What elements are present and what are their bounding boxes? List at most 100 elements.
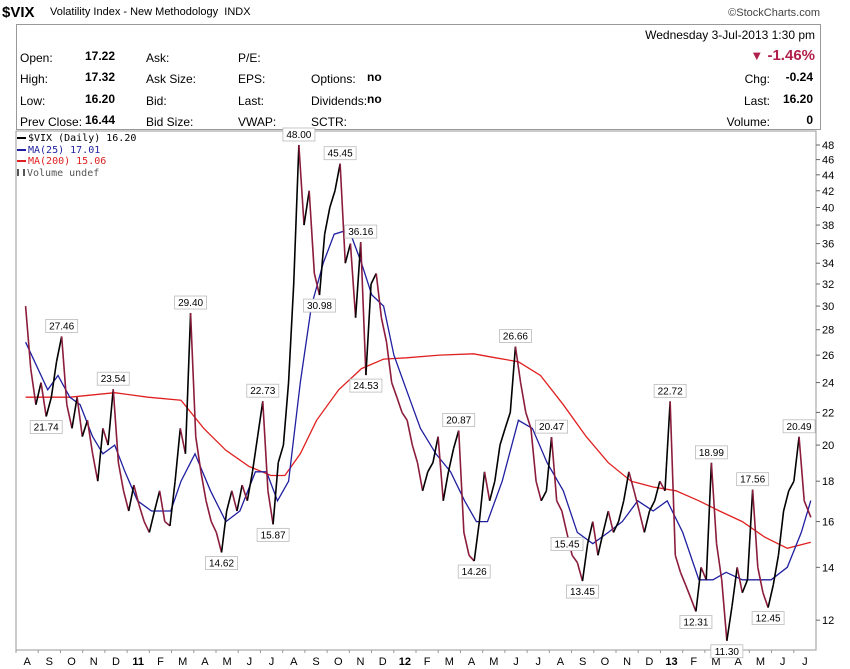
asksize-label: Ask Size: — [146, 72, 197, 86]
legend-item-price: $VIX (Daily) 16.20 — [17, 133, 136, 145]
price-segment — [385, 342, 393, 383]
value-annotation-box — [550, 537, 584, 551]
prevclose-value: 16.44 — [84, 113, 115, 127]
x-tick-label: M — [223, 656, 232, 668]
value-annotation-box — [535, 419, 568, 434]
price-segment — [380, 317, 388, 343]
value-annotation-box — [344, 224, 378, 239]
price-segment — [772, 555, 780, 586]
value-annotation-box — [349, 378, 383, 393]
price-segment — [225, 490, 233, 512]
price-segment — [349, 243, 357, 318]
x-tick-label: M — [489, 656, 498, 668]
x-tick-label: J — [247, 656, 253, 668]
price-segment — [669, 401, 677, 556]
price-segment — [354, 242, 362, 318]
price-segment — [494, 444, 501, 482]
y-tick-label: 34 — [822, 258, 834, 270]
y-tick-label: 22 — [822, 407, 834, 419]
change-percent: ▼ -1.46% — [750, 47, 815, 64]
quote-box — [16, 24, 821, 130]
value-annotation-box — [694, 445, 728, 460]
chg-value: -0.24 — [785, 70, 813, 84]
value-annotation-box — [282, 127, 316, 142]
pe-label: P/E: — [238, 51, 261, 65]
price-segment — [210, 521, 218, 533]
price-segment — [581, 543, 589, 582]
value-annotation-label: 45.45 — [328, 149, 353, 160]
x-tick-label: S — [312, 656, 319, 668]
x-tick-label: N — [356, 656, 364, 668]
price-segment — [231, 490, 238, 512]
price-segment — [427, 462, 434, 473]
price-segment — [133, 484, 140, 506]
price-segment — [318, 234, 326, 296]
value-annotation-box — [29, 420, 63, 434]
price-segment — [715, 543, 723, 580]
value-annotation-box — [246, 383, 280, 398]
options-value: no — [367, 70, 382, 84]
x-tick-label: F — [424, 656, 431, 668]
price-segment — [251, 436, 259, 472]
value-annotation-label: 14.26 — [462, 567, 487, 578]
low-label: Low: — [20, 94, 46, 108]
price-segment — [519, 382, 527, 413]
price-segment — [401, 411, 408, 421]
price-segment — [576, 562, 584, 582]
x-tick-label: A — [557, 656, 565, 668]
y-tick-label: 18 — [822, 476, 834, 488]
last-label: Last: — [238, 94, 265, 108]
price-segment — [514, 346, 522, 383]
x-tick-label: N — [623, 656, 631, 668]
price-segment — [602, 510, 610, 533]
value-annotation-label: 21.74 — [34, 422, 59, 433]
price-segment — [344, 243, 352, 264]
price-segment — [421, 471, 429, 492]
price-segment — [55, 336, 63, 362]
dividends-label: Dividends: — [311, 94, 368, 108]
bid-label: Bid: — [146, 94, 167, 108]
value-annotation-label: 13.45 — [570, 587, 595, 598]
x-tick-label: S — [579, 656, 586, 668]
price-segment — [272, 462, 280, 525]
price-segment — [416, 462, 424, 491]
x-tick-label: J — [780, 656, 786, 668]
y-tick-label: 32 — [822, 279, 834, 291]
y-tick-label: 48 — [822, 140, 834, 152]
price-segment — [447, 448, 455, 472]
y-tick-label: 24 — [822, 378, 834, 390]
price-segment — [158, 490, 166, 522]
y-tick-label: 42 — [822, 186, 834, 198]
legend-item-ma25: MA(25) 17.01 — [17, 145, 136, 157]
price-segment — [117, 462, 125, 491]
value-annotation-box — [442, 413, 476, 427]
price-segment — [705, 462, 713, 580]
price-segment — [622, 471, 630, 501]
prevclose-label: Prev Close: — [20, 115, 83, 129]
open-value: 17.22 — [84, 49, 115, 63]
value-annotation-box — [96, 371, 130, 386]
y-tick-label: 12 — [822, 615, 834, 627]
ask-label: Ask: — [146, 51, 170, 65]
volume-bars-icon — [17, 169, 25, 176]
price-segment — [803, 500, 812, 518]
price-segment — [684, 584, 692, 599]
price-segment — [179, 428, 187, 454]
x-tick-label: A — [201, 656, 209, 668]
price-segment — [200, 471, 207, 501]
x-tick-label: D — [112, 656, 120, 668]
price-segment — [122, 490, 130, 512]
y-tick-label: 14 — [822, 562, 834, 574]
dividends-value: no — [367, 92, 382, 106]
y-tick-label: 28 — [822, 325, 834, 337]
legend-item-volume: Volume undef — [17, 168, 136, 180]
y-tick-label: 38 — [822, 220, 834, 232]
price-segment — [86, 420, 94, 454]
x-tick-label: J — [513, 656, 519, 668]
price-segment — [390, 382, 398, 398]
value-annotation-label: 12.31 — [683, 617, 708, 628]
x-tick-label: 11 — [132, 656, 144, 668]
price-segment — [164, 520, 171, 527]
y-tick-label: 26 — [822, 350, 834, 362]
value-annotation-label: 27.46 — [49, 321, 74, 332]
